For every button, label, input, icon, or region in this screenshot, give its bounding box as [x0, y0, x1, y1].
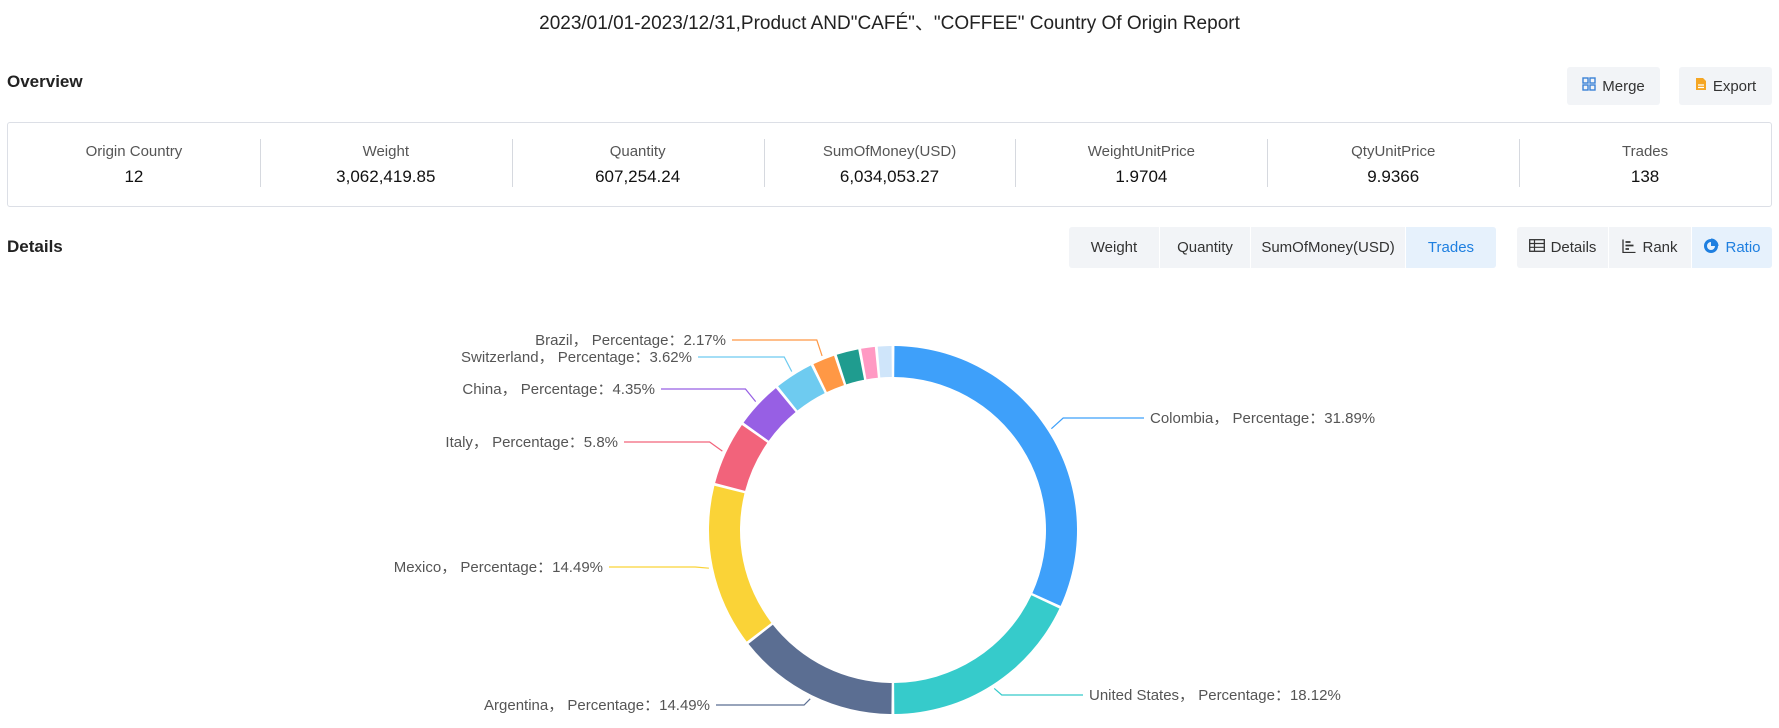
bar-chart-icon: [1622, 239, 1636, 257]
label-leader-line: [993, 687, 1083, 696]
pie-slice-9[interactable]: [861, 346, 878, 380]
export-button[interactable]: Export: [1679, 67, 1772, 105]
stat-label: Trades: [1622, 142, 1669, 160]
label-leader-line: [661, 388, 757, 402]
stat-weight: Weight 3,062,419.85: [259, 123, 512, 206]
stat-value: 138: [1630, 166, 1660, 186]
merge-icon: [1582, 77, 1596, 95]
tab-quantity[interactable]: Quantity: [1160, 227, 1251, 268]
view-details-label: Details: [1550, 239, 1597, 256]
pie-slice-brazil[interactable]: [813, 355, 844, 393]
view-rank[interactable]: Rank: [1609, 227, 1692, 268]
label-leader-line: [698, 356, 793, 372]
merge-label: Merge: [1602, 77, 1645, 95]
tab-weight[interactable]: Weight: [1069, 227, 1160, 268]
label-leader-line: [716, 698, 811, 706]
pie-slice-united-states[interactable]: [894, 595, 1060, 714]
stat-label: Weight: [362, 142, 409, 160]
slice-label-switzerland: Switzerland， Percentage：3.62%: [461, 349, 692, 366]
label-leader-line: [609, 566, 709, 569]
stat-value: 3,062,419.85: [336, 166, 436, 186]
tab-trades[interactable]: Trades: [1406, 227, 1496, 268]
pie-slice-8[interactable]: [836, 349, 865, 385]
view-ratio-label: Ratio: [1725, 239, 1761, 256]
view-rank-label: Rank: [1642, 239, 1678, 256]
table-icon: [1528, 239, 1545, 256]
label-leader-line: [624, 441, 723, 452]
label-leader-line: [732, 339, 823, 357]
page-title: 2023/01/01-2023/12/31,Product AND"CAFÉ"、…: [539, 13, 1240, 34]
stat-value: 6,034,053.27: [839, 166, 940, 186]
stat-sum-of-money: SumOfMoney(USD) 6,034,053.27: [763, 123, 1016, 206]
stat-quantity: Quantity 607,254.24: [511, 123, 764, 206]
view-ratio[interactable]: Ratio: [1692, 227, 1772, 268]
merge-button[interactable]: Merge: [1567, 67, 1660, 105]
view-details[interactable]: Details: [1517, 227, 1609, 268]
pie-slice-switzerland[interactable]: [778, 365, 825, 411]
stat-value: 1.9704: [1115, 166, 1168, 186]
pie-slice-china[interactable]: [743, 388, 796, 441]
stat-value: 12: [124, 166, 144, 186]
stat-label: Origin Country: [85, 142, 183, 160]
export-label: Export: [1712, 77, 1757, 95]
ratio-donut-chart: Colombia， Percentage：31.89% United States…: [394, 332, 1375, 714]
metric-tabs: Weight Quantity SumOfMoney(USD) Trades: [1069, 227, 1496, 268]
details-heading: Details: [7, 237, 63, 256]
pie-slice-mexico[interactable]: [709, 485, 772, 642]
stat-weight-unit-price: WeightUnitPrice 1.9704: [1015, 123, 1267, 206]
slice-label-colombia: Colombia， Percentage：31.89%: [1150, 410, 1375, 427]
pie-slice-italy[interactable]: [715, 425, 768, 491]
slice-label-united-states: United States， Percentage：18.12%: [1089, 687, 1341, 704]
overview-heading: Overview: [7, 72, 83, 91]
slice-label-italy: Italy， Percentage：5.8%: [445, 434, 618, 451]
stat-trades: Trades 138: [1519, 123, 1771, 206]
pie-slice-argentina[interactable]: [748, 624, 892, 714]
slice-label-brazil: Brazil， Percentage：2.17%: [535, 332, 726, 349]
overview-stats: Origin Country 12 Weight 3,062,419.85 Qu…: [7, 122, 1772, 207]
stat-label: SumOfMoney(USD): [822, 142, 957, 160]
export-icon: [1695, 77, 1707, 95]
pie-chart-icon: [1703, 238, 1719, 258]
pie-slice-colombia[interactable]: [894, 346, 1077, 606]
slice-label-argentina: Argentina， Percentage：14.49%: [484, 697, 710, 714]
slice-label-china: China， Percentage：4.35%: [462, 381, 655, 398]
stat-value: 9.9366: [1367, 166, 1420, 186]
label-leader-line: [1050, 417, 1144, 430]
stat-value: 607,254.24: [595, 166, 681, 186]
slice-label-mexico: Mexico， Percentage：14.49%: [394, 559, 603, 576]
stat-label: Quantity: [609, 142, 666, 160]
stat-origin-country: Origin Country 12: [8, 123, 260, 206]
tab-sum-of-money[interactable]: SumOfMoney(USD): [1251, 227, 1406, 268]
stat-label: WeightUnitPrice: [1087, 142, 1195, 160]
stat-label: QtyUnitPrice: [1351, 142, 1436, 160]
pie-slice-10[interactable]: [877, 346, 892, 378]
stat-qty-unit-price: QtyUnitPrice 9.9366: [1267, 123, 1519, 206]
view-tabs: Details Rank Ratio: [1517, 227, 1772, 268]
